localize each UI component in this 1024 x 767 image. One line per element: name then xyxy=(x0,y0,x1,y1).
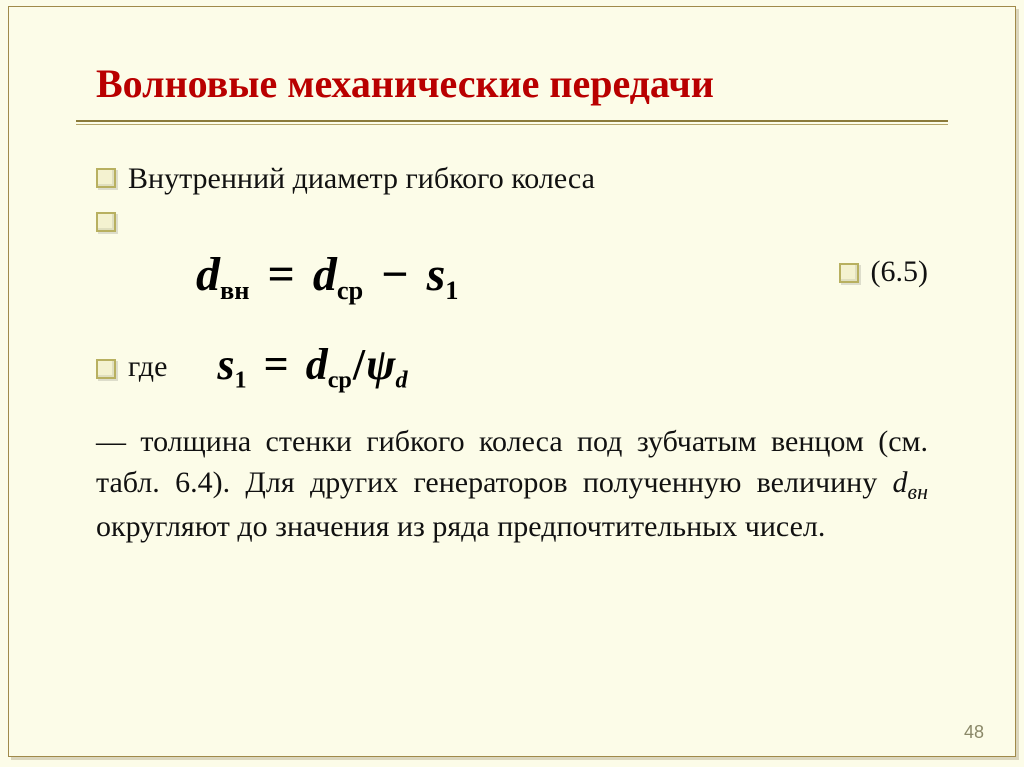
body-area: Внутренний диаметр гибкого колеса dвн = … xyxy=(96,160,928,547)
bullet-line-empty xyxy=(96,204,928,242)
eq2-rhs1-var: d xyxy=(306,340,328,389)
title-underline xyxy=(96,120,928,130)
where-row: где s1 = dср/ψd xyxy=(96,339,928,394)
eq2-equals: = xyxy=(258,340,295,389)
title-area: Волновые механические передачи xyxy=(96,62,928,130)
eq2-lhs-sub: 1 xyxy=(235,366,247,393)
bullet-icon xyxy=(96,212,116,232)
bullet-icon xyxy=(96,359,116,379)
equation-number: (6.5) xyxy=(871,255,928,289)
bullet-icon xyxy=(839,263,859,283)
eq-lhs-sub: вн xyxy=(220,275,249,305)
eq2-lhs-var: s xyxy=(217,340,234,389)
bullet-text-1: Внутренний диаметр гибкого колеса xyxy=(128,160,595,198)
equation-row: dвн = dср − s1 (6.5) xyxy=(96,247,928,327)
desc-suffix: округляют до значения из ряда предпочтит… xyxy=(96,510,825,543)
desc-var: d xyxy=(893,466,908,499)
slide: Волновые механические передачи Внутренни… xyxy=(0,0,1024,767)
eq-rhs2-sub: 1 xyxy=(445,275,458,305)
bullet-icon xyxy=(96,168,116,188)
slide-title: Волновые механические передачи xyxy=(96,62,928,106)
page-number: 48 xyxy=(964,722,984,743)
eq-lhs-var: d xyxy=(196,248,220,301)
equation-sub: s1 = dср/ψd xyxy=(217,339,407,394)
bullet-text-empty xyxy=(128,204,136,242)
eq2-rhs1-sub: ср xyxy=(328,366,352,393)
desc-prefix: — толщина стенки гибкого колеса под зубч… xyxy=(96,425,928,499)
eq2-rhs2-sub: d xyxy=(396,366,408,393)
eq-equals: = xyxy=(261,248,300,301)
eq-rhs1-sub: ср xyxy=(337,275,363,305)
eq2-op: / xyxy=(352,340,366,389)
eq2-rhs2-var: ψ xyxy=(366,340,395,389)
bullet-line-1: Внутренний диаметр гибкого колеса xyxy=(96,160,928,198)
equation-main: dвн = dср − s1 xyxy=(196,247,458,306)
eq-rhs1-var: d xyxy=(313,248,337,301)
where-label: где xyxy=(128,348,167,386)
description-paragraph: — толщина стенки гибкого колеса под зубч… xyxy=(96,422,928,547)
eq-rhs2-var: s xyxy=(427,248,446,301)
equation-number-group: (6.5) xyxy=(839,255,928,289)
eq-op: − xyxy=(375,248,414,301)
desc-var-sub: вн xyxy=(908,479,928,504)
